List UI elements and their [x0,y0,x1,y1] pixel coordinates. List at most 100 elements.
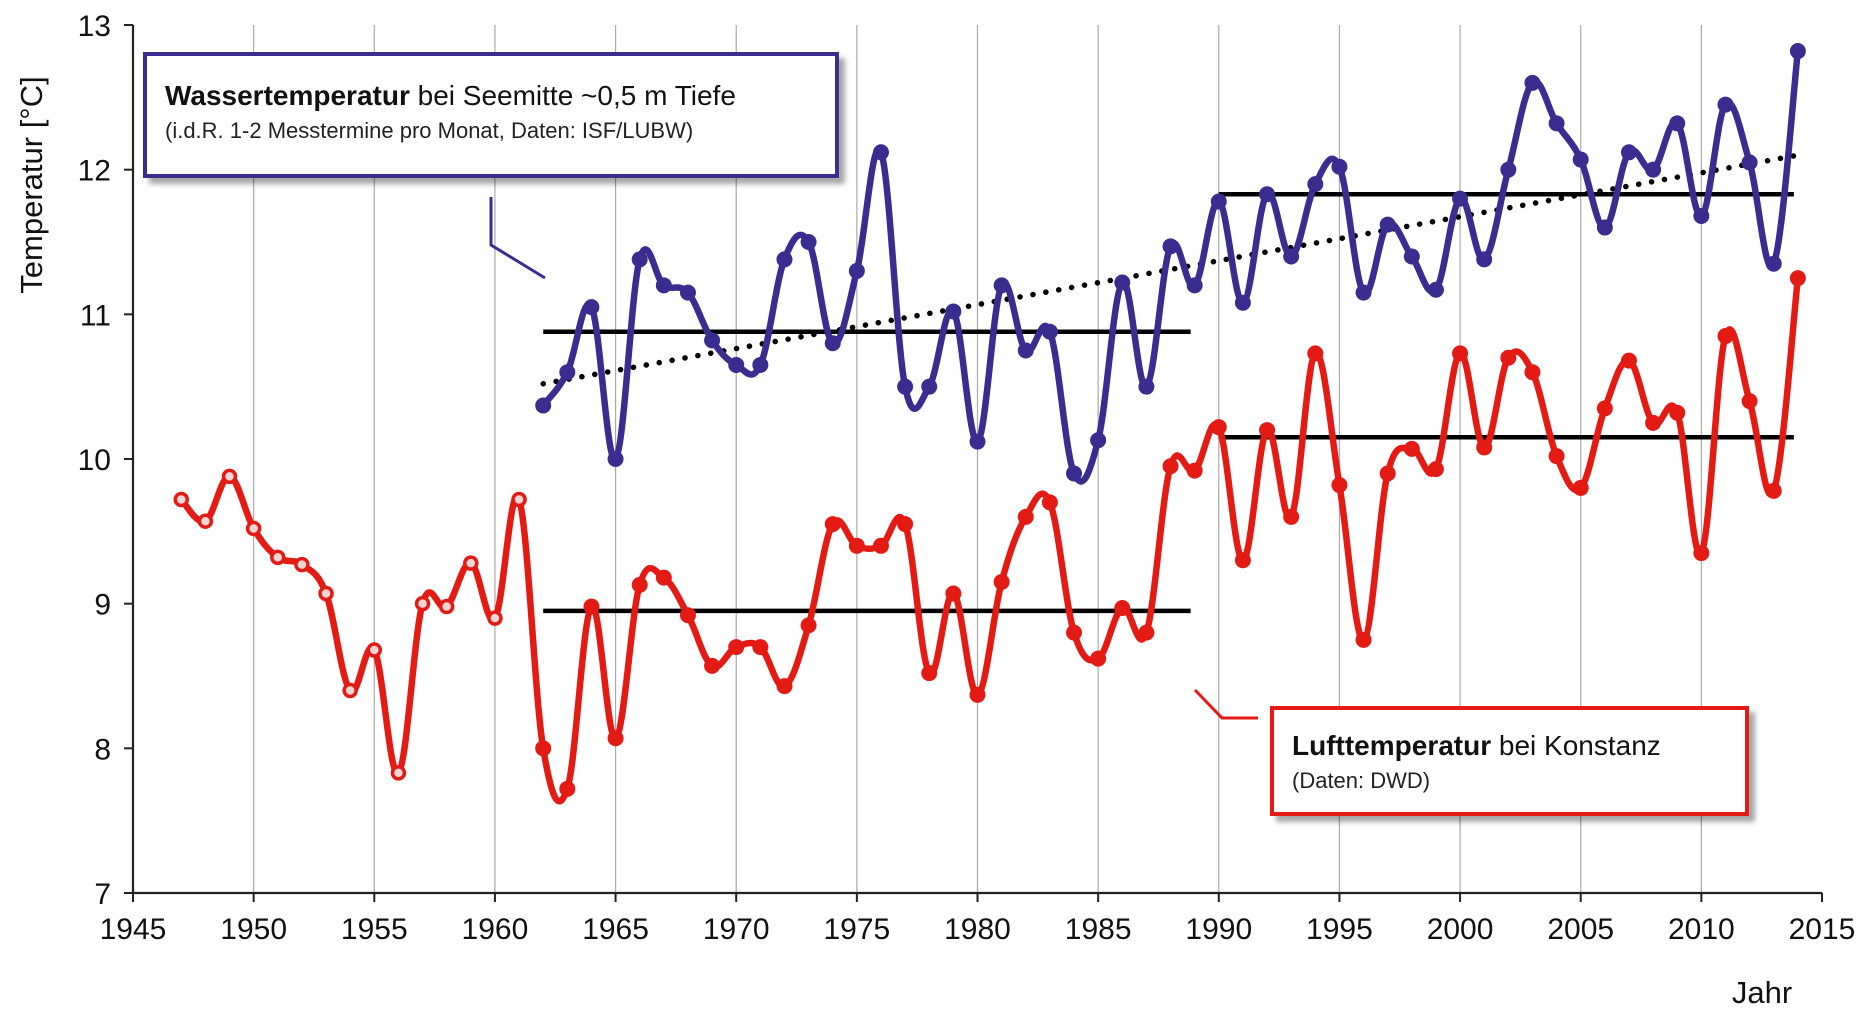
x-tick-label-2005: 2005 [1547,913,1614,946]
air-legend-note: (Daten: DWD) [1292,768,1431,793]
air-point-1966 [631,576,648,593]
air-point-1986 [1114,600,1131,617]
data-series [173,43,1806,805]
air-point-2002 [1500,349,1517,366]
water-legend-title: Wassertemperatur bei Seemitte ~0,5 m Tie… [165,80,817,112]
air-point-2001 [1476,439,1493,456]
air-point-1952 [294,556,310,573]
air-point-1950 [245,520,262,537]
water-point-1979 [945,303,962,320]
y-tick-label-10: 10 [78,444,111,477]
water-point-1991 [1234,294,1251,311]
water-point-2006 [1596,219,1613,236]
air-point-1978 [921,665,938,682]
water-point-1980 [969,433,986,450]
water-point-1987 [1138,378,1155,395]
water-point-1966 [631,251,648,268]
air-point-1967 [655,569,672,586]
water-legend-title-bold: Wassertemperatur [165,80,410,111]
water-point-1999 [1427,281,1444,298]
water-point-1985 [1090,432,1107,449]
water-point-1963 [559,364,576,381]
air-point-1960 [487,610,503,626]
air-point-2013 [1765,482,1782,499]
x-tick-label-1955: 1955 [341,913,408,946]
air-point-1985 [1090,650,1107,667]
water-point-2007 [1620,144,1637,161]
air-point-1977 [897,516,914,533]
air-temperature-legend: Lufttemperatur bei Konstanz (Daten: DWD) [1270,706,1749,816]
water-point-1973 [800,234,817,250]
air-point-1983 [1041,494,1058,511]
air-point-2000 [1452,345,1469,362]
air-point-1964 [583,598,600,615]
air-point-1973 [800,617,817,634]
y-axis-label: Temperatur [°C] [14,76,49,293]
water-point-1986 [1114,274,1131,291]
air-point-2010 [1693,545,1710,562]
air-point-1949 [221,468,238,485]
water-point-1971 [752,356,769,373]
air-point-1968 [679,607,696,624]
air-point-1953 [318,585,334,602]
air-point-2008 [1645,414,1662,431]
air-point-1955 [366,642,383,658]
air-legend-title-rest: bei Konstanz [1491,730,1661,761]
water-point-1996 [1355,284,1372,301]
air-point-1957 [414,595,431,612]
water-point-2008 [1645,161,1662,178]
air-point-1959 [463,555,479,571]
air-point-1998 [1403,440,1420,457]
air-legend-leader [1193,688,1258,720]
water-point-1968 [679,284,696,301]
water-point-1981 [993,277,1010,294]
x-tick-label-2010: 2010 [1668,913,1735,946]
air-point-1984 [1066,624,1083,641]
x-tick-label-1985: 1985 [1065,913,1132,946]
water-point-1965 [607,451,624,467]
water-point-1984 [1066,465,1083,482]
air-point-1975 [848,537,865,554]
water-point-1972 [776,251,793,268]
air-point-1999 [1427,461,1444,478]
water-point-1997 [1379,216,1396,233]
water-point-2004 [1548,115,1565,132]
air-point-1982 [1017,508,1034,525]
air-point-1996 [1355,631,1372,648]
y-tick-label-12: 12 [78,155,111,188]
air-point-1971 [752,639,769,656]
water-point-2005 [1572,151,1589,168]
air-point-1988 [1162,458,1179,475]
air-point-2009 [1669,404,1686,421]
water-point-2010 [1693,207,1710,224]
air-point-1992 [1259,422,1276,439]
water-point-1967 [655,277,672,294]
axes [124,24,1823,902]
air-point-2006 [1596,400,1613,417]
air-point-1987 [1138,624,1155,641]
air-point-1962 [535,740,552,757]
air-point-1961 [511,491,527,508]
water-point-1988 [1162,238,1179,255]
water-point-1977 [897,378,914,395]
air-point-2005 [1572,479,1589,496]
legend-leader-lines [489,197,1258,720]
water-point-1970 [728,356,745,373]
water-point-2014 [1789,43,1806,60]
air-point-1995 [1331,477,1348,494]
air-point-1969 [704,657,721,674]
x-tick-label-1970: 1970 [703,913,770,946]
water-point-1995 [1331,158,1348,175]
air-legend-title: Lufttemperatur bei Konstanz [1292,730,1727,762]
air-point-1991 [1234,552,1251,569]
water-point-1969 [704,332,721,349]
air-point-1948 [197,513,214,529]
water-point-2002 [1500,161,1517,178]
air-point-1997 [1379,465,1396,482]
x-tick-label-2015: 2015 [1789,913,1856,946]
x-tick-label-1945: 1945 [100,913,167,946]
x-tick-label-1965: 1965 [582,913,649,946]
water-point-1994 [1307,176,1324,193]
x-tick-label-1960: 1960 [462,913,529,946]
